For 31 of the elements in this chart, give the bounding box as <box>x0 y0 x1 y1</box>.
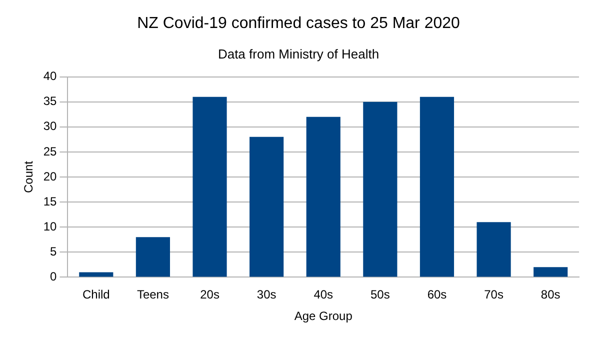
y-tick-label: 20 <box>43 169 58 184</box>
chart-subtitle: Data from Ministry of Health <box>218 46 380 62</box>
y-tick-label: 5 <box>50 244 58 258</box>
bar <box>306 116 340 277</box>
bar <box>250 136 284 277</box>
bar <box>363 102 398 277</box>
y-tick-label: 30 <box>43 119 58 134</box>
bar <box>192 96 227 277</box>
x-tick-label: 80s <box>540 288 560 302</box>
bar <box>420 96 454 277</box>
y-tick-label: 25 <box>43 144 58 158</box>
bar <box>136 237 170 277</box>
x-tick-label: Teens <box>136 288 169 302</box>
y-axis-title: Count <box>22 160 36 194</box>
y-tick-label: 40 <box>43 69 58 84</box>
x-tick-label: 70s <box>484 288 504 302</box>
chart-title: NZ Covid-19 confirmed cases to 25 Mar 2020 <box>137 15 460 32</box>
x-tick-label: 40s <box>314 288 334 302</box>
bar <box>79 272 114 277</box>
x-tick-label: 60s <box>427 288 447 302</box>
x-axis-title: Age Group <box>294 309 353 324</box>
x-tick-label: Child <box>82 288 110 302</box>
y-tick-label: 0 <box>50 270 58 284</box>
bar <box>476 222 511 277</box>
y-tick-label: 35 <box>43 94 58 108</box>
x-tick-label: 30s <box>256 288 276 302</box>
bar <box>534 267 568 277</box>
y-tick-label: 10 <box>43 219 58 234</box>
y-tick-label: 15 <box>43 194 58 208</box>
x-tick-label: 50s <box>370 288 390 302</box>
x-tick-label: 20s <box>200 288 220 302</box>
